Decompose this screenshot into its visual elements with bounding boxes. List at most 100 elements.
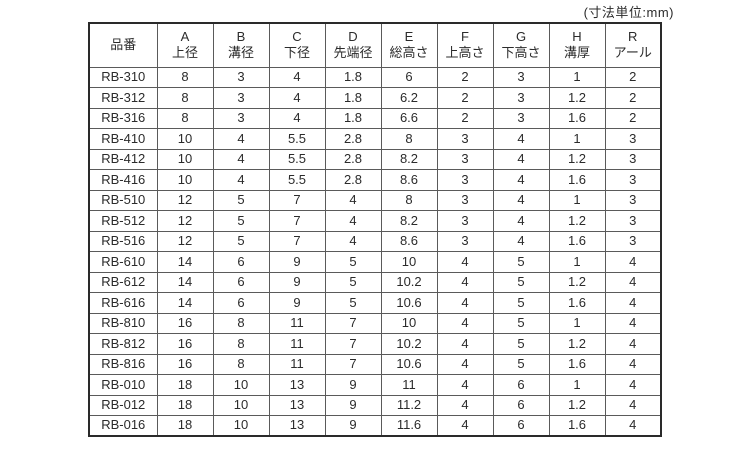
table-row: RB-016 18 10 13 9 11.6 4 6 1.6 4 [88, 415, 662, 437]
value-cell-F: 3 [436, 148, 494, 170]
value-cell-A: 12 [156, 230, 214, 252]
value-cell-E: 11.6 [380, 415, 438, 437]
value-cell-E: 8 [380, 189, 438, 211]
table-row: RB-512 12 5 7 4 8.2 3 4 1.2 3 [88, 210, 662, 232]
column-letter: C [292, 29, 302, 44]
value-cell-G: 3 [492, 66, 550, 88]
column-letter: E [404, 29, 414, 44]
value-cell-C: 4 [268, 87, 326, 109]
value-cell-R: 4 [604, 333, 662, 355]
value-cell-E: 10 [380, 312, 438, 334]
value-cell-B: 4 [212, 148, 270, 170]
value-cell-R: 4 [604, 292, 662, 314]
value-cell-A: 16 [156, 312, 214, 334]
value-cell-H: 1.6 [548, 107, 606, 129]
value-cell-A: 18 [156, 415, 214, 437]
value-cell-A: 8 [156, 87, 214, 109]
value-cell-F: 4 [436, 333, 494, 355]
value-cell-R: 4 [604, 271, 662, 293]
value-cell-R: 3 [604, 210, 662, 232]
value-cell-H: 1.2 [548, 394, 606, 416]
value-cell-H: 1 [548, 189, 606, 211]
value-cell-D: 5 [324, 292, 382, 314]
value-cell-C: 13 [268, 374, 326, 396]
value-cell-B: 5 [212, 230, 270, 252]
column-header-B: B 溝径 [212, 22, 270, 68]
value-cell-G: 6 [492, 394, 550, 416]
table-row: RB-812 16 8 11 7 10.2 4 5 1.2 4 [88, 333, 662, 355]
table-row: RB-012 18 10 13 9 11.2 4 6 1.2 4 [88, 394, 662, 416]
value-cell-H: 1.2 [548, 271, 606, 293]
product-number-cell: RB-810 [88, 312, 158, 334]
value-cell-F: 2 [436, 107, 494, 129]
value-cell-R: 4 [604, 251, 662, 273]
value-cell-F: 2 [436, 87, 494, 109]
value-cell-C: 4 [268, 66, 326, 88]
value-cell-E: 8.6 [380, 230, 438, 252]
value-cell-B: 8 [212, 353, 270, 375]
value-cell-A: 10 [156, 169, 214, 191]
value-cell-C: 9 [268, 292, 326, 314]
value-cell-G: 6 [492, 415, 550, 437]
value-cell-A: 18 [156, 374, 214, 396]
value-cell-B: 10 [212, 394, 270, 416]
value-cell-C: 5.5 [268, 169, 326, 191]
column-label: 溝厚 [563, 45, 590, 61]
column-letter: B [236, 29, 246, 44]
column-header-C: C 下径 [268, 22, 326, 68]
value-cell-D: 9 [324, 394, 382, 416]
unit-label: (寸法単位:mm) [583, 5, 674, 20]
value-cell-H: 1 [548, 374, 606, 396]
value-cell-G: 5 [492, 312, 550, 334]
column-label: アール [613, 45, 652, 61]
value-cell-A: 10 [156, 148, 214, 170]
value-cell-E: 8.2 [380, 148, 438, 170]
product-number-cell: RB-610 [88, 251, 158, 273]
value-cell-F: 3 [436, 128, 494, 150]
product-number-cell: RB-310 [88, 66, 158, 88]
value-cell-R: 4 [604, 415, 662, 437]
value-cell-D: 1.8 [324, 107, 382, 129]
value-cell-G: 4 [492, 210, 550, 232]
value-cell-C: 5.5 [268, 128, 326, 150]
value-cell-H: 1 [548, 312, 606, 334]
value-cell-R: 3 [604, 148, 662, 170]
value-cell-F: 4 [436, 271, 494, 293]
value-cell-E: 10.6 [380, 292, 438, 314]
value-cell-D: 2.8 [324, 128, 382, 150]
value-cell-D: 7 [324, 333, 382, 355]
product-number-cell: RB-612 [88, 271, 158, 293]
value-cell-B: 5 [212, 210, 270, 232]
value-cell-A: 8 [156, 107, 214, 129]
table-row: RB-416 10 4 5.5 2.8 8.6 3 4 1.6 3 [88, 169, 662, 191]
product-number-cell: RB-412 [88, 148, 158, 170]
value-cell-F: 3 [436, 210, 494, 232]
table-row: RB-610 14 6 9 5 10 4 5 1 4 [88, 251, 662, 273]
value-cell-E: 8.2 [380, 210, 438, 232]
value-cell-H: 1.6 [548, 353, 606, 375]
table-row: RB-510 12 5 7 4 8 3 4 1 3 [88, 189, 662, 211]
value-cell-E: 11.2 [380, 394, 438, 416]
product-number-cell: RB-616 [88, 292, 158, 314]
value-cell-E: 8 [380, 128, 438, 150]
value-cell-H: 1.2 [548, 333, 606, 355]
value-cell-B: 4 [212, 169, 270, 191]
value-cell-R: 4 [604, 374, 662, 396]
table-row: RB-412 10 4 5.5 2.8 8.2 3 4 1.2 3 [88, 148, 662, 170]
value-cell-C: 13 [268, 394, 326, 416]
value-cell-E: 6 [380, 66, 438, 88]
table-row: RB-616 14 6 9 5 10.6 4 5 1.6 4 [88, 292, 662, 314]
column-letter: R [628, 29, 638, 44]
value-cell-H: 1 [548, 66, 606, 88]
value-cell-R: 4 [604, 394, 662, 416]
table-body: RB-310 8 3 4 1.8 6 2 3 1 2 RB-312 8 3 4 1.8 6.2 2 3 1.2 2 RB… [88, 66, 662, 437]
value-cell-H: 1.2 [548, 210, 606, 232]
product-number-cell: RB-410 [88, 128, 158, 150]
value-cell-B: 6 [212, 292, 270, 314]
value-cell-R: 4 [604, 353, 662, 375]
value-cell-G: 5 [492, 353, 550, 375]
value-cell-G: 4 [492, 169, 550, 191]
value-cell-A: 14 [156, 251, 214, 273]
table-row: RB-516 12 5 7 4 8.6 3 4 1.6 3 [88, 230, 662, 252]
column-header-E: E 総高さ [380, 22, 438, 68]
